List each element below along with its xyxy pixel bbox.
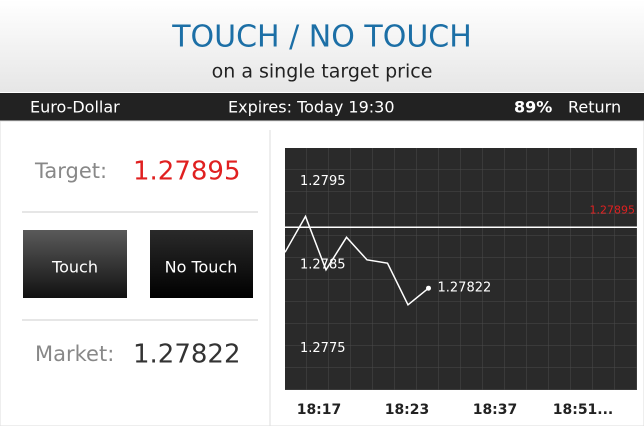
x-tick-label: 18:51... <box>553 402 614 418</box>
target-label: 1.27895 <box>590 203 636 216</box>
last-point-label: 1.27822 <box>438 281 492 296</box>
chart: 1.2775 1.2785 1.2795 18:17 18:23 18:37 18:51..… <box>284 174 637 418</box>
return-value: 89% <box>514 98 552 117</box>
x-tick-label: 18:23 <box>385 402 430 418</box>
x-tick-label: 18:37 <box>473 402 518 418</box>
touch-button[interactable] <box>23 230 127 298</box>
last-point <box>426 285 431 291</box>
no-touch-button[interactable] <box>150 230 253 298</box>
y-tick-label: 1.2795 <box>300 174 346 189</box>
asset: Euro-Dollar <box>30 98 120 117</box>
return-label: Return <box>568 98 621 117</box>
target-value: 1.27895 <box>133 157 241 187</box>
x-tick-label: 18:17 <box>297 402 342 418</box>
y-tick-label: 1.2775 <box>300 341 346 356</box>
market-label: Market: <box>35 342 114 366</box>
market-value: 1.27822 <box>133 340 241 370</box>
header-bg <box>0 0 644 92</box>
target-label: Target: <box>34 159 107 183</box>
expiry: Expires: Today 19:30 <box>228 98 395 117</box>
title: TOUCH / NO TOUCH <box>171 20 472 55</box>
no-touch-label[interactable]: No Touch <box>165 258 238 277</box>
y-tick-label: 1.2785 <box>300 257 346 272</box>
plot-grid <box>285 148 637 390</box>
price-line <box>284 214 429 307</box>
info-bar <box>0 93 644 121</box>
subtitle: on a single target price <box>212 61 433 83</box>
touch-label[interactable]: Touch <box>51 258 98 277</box>
